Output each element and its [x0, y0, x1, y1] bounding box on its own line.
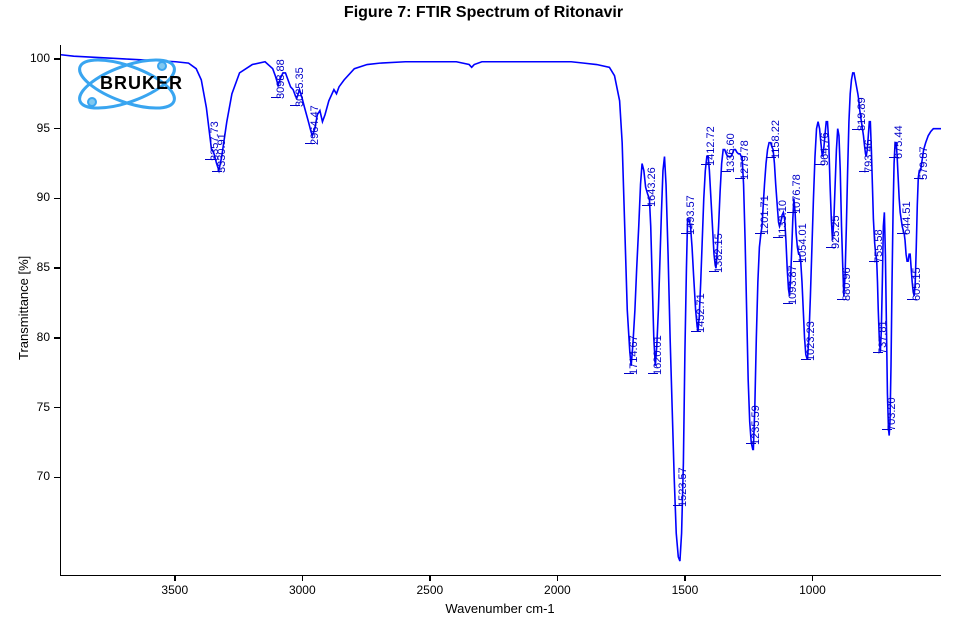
- x-axis-label: Wavenumber cm-1: [400, 601, 600, 616]
- peak-label: 880.96: [841, 267, 853, 301]
- peak-label: 925.25: [830, 216, 842, 250]
- peak-label: 644.51: [901, 202, 913, 236]
- peak-label: 1133.10: [777, 201, 789, 240]
- peak-label: 737.81: [877, 320, 889, 354]
- peak-label: 964.76: [819, 132, 831, 166]
- peak-label: 1054.01: [797, 223, 809, 263]
- peak-label: 1412.72: [705, 126, 717, 166]
- ytick-mark: [54, 267, 60, 269]
- peak-label: 3025.35: [294, 67, 306, 107]
- xtick-mark: [684, 575, 686, 581]
- ytick-label: 80: [20, 330, 50, 344]
- peak-label: 703.20: [886, 397, 898, 431]
- peak-label: 1201.71: [759, 196, 771, 236]
- peak-label: 819.89: [856, 97, 868, 131]
- peak-label: 793.46: [863, 139, 875, 173]
- ytick-mark: [54, 407, 60, 409]
- peak-label: 1643.26: [646, 168, 658, 208]
- peak-label: 1382.15: [713, 233, 725, 273]
- peak-label: 1158.22: [770, 120, 782, 159]
- xtick-label: 2000: [532, 583, 582, 597]
- ytick-mark: [54, 58, 60, 60]
- peak-label: 1493.57: [685, 196, 697, 236]
- peak-label: 3098.88: [275, 59, 287, 99]
- peak-label: 675.44: [893, 125, 905, 159]
- ytick-label: 95: [20, 121, 50, 135]
- figure-title: Figure 7: FTIR Spectrum of Ritonavir: [0, 4, 967, 22]
- ytick-label: 70: [20, 469, 50, 483]
- peak-label: 1093.87: [787, 265, 799, 305]
- ytick-mark: [54, 477, 60, 479]
- spectrum-svg: [61, 45, 941, 575]
- peak-label: 1336.60: [725, 133, 737, 173]
- peak-label: 755.58: [873, 230, 885, 264]
- peak-label: 2964.47: [309, 105, 321, 145]
- peak-label: 1235.59: [750, 405, 762, 445]
- ytick-label: 100: [20, 51, 50, 65]
- peak-label: 579.87: [918, 146, 930, 180]
- xtick-mark: [174, 575, 176, 581]
- xtick-label: 1500: [660, 583, 710, 597]
- spectrum-line: [61, 55, 941, 561]
- peak-label: 3330.91: [216, 133, 228, 173]
- peak-label: 1279.78: [739, 140, 751, 180]
- ytick-label: 75: [20, 400, 50, 414]
- xtick-mark: [302, 575, 304, 581]
- xtick-label: 2500: [405, 583, 455, 597]
- xtick-label: 3000: [277, 583, 327, 597]
- peak-label: 1023.23: [805, 321, 817, 361]
- ytick-mark: [54, 198, 60, 200]
- plot-area: BRUKER: [60, 45, 941, 576]
- ytick-label: 90: [20, 190, 50, 204]
- xtick-label: 3500: [150, 583, 200, 597]
- xtick-mark: [557, 575, 559, 581]
- bruker-logo: BRUKER: [65, 49, 225, 119]
- peak-label: 1076.78: [791, 175, 803, 215]
- bruker-text: BRUKER: [100, 73, 183, 94]
- peak-label: 1714.67: [628, 335, 640, 375]
- ytick-mark: [54, 128, 60, 130]
- peak-label: 1452.71: [695, 293, 707, 333]
- xtick-label: 1000: [787, 583, 837, 597]
- peak-label: 1523.57: [677, 467, 689, 507]
- figure-container: Figure 7: FTIR Spectrum of Ritonavir BRU…: [0, 0, 967, 626]
- peak-label: 605.15: [911, 267, 923, 301]
- peak-label: 1620.01: [652, 335, 664, 375]
- ytick-label: 85: [20, 260, 50, 274]
- xtick-mark: [429, 575, 431, 581]
- ytick-mark: [54, 337, 60, 339]
- xtick-mark: [812, 575, 814, 581]
